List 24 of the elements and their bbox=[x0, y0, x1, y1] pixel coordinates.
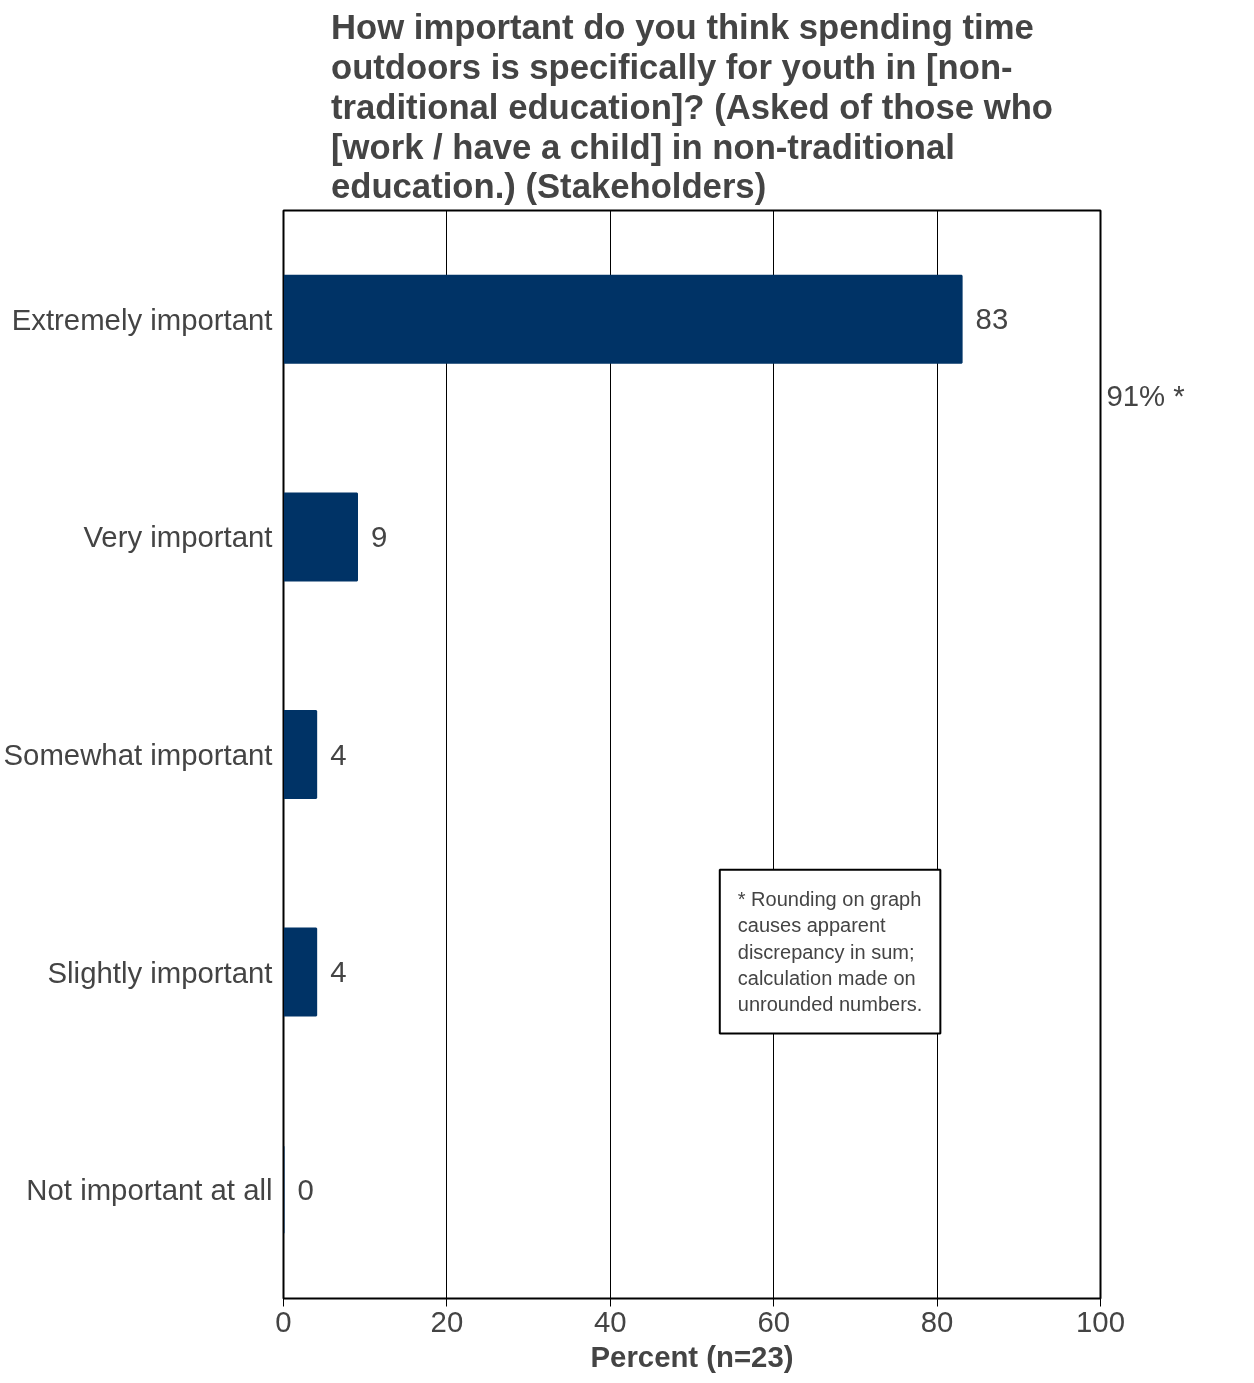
bar bbox=[283, 709, 318, 800]
text: 91% * bbox=[1106, 378, 1185, 412]
bar bbox=[283, 274, 963, 364]
chart-title: How important do you think spending time outdoors is specifically for youth in [non-traditional education]? (Asked of those who [work / have a child] in non-traditional education.) (Stakeholders) bbox=[330, 7, 1054, 206]
y-tick-label: Somewhat important bbox=[3, 738, 273, 771]
x-tick-label: 80 bbox=[920, 1304, 954, 1338]
y-tick-label: Extremely important bbox=[11, 302, 273, 336]
bar bbox=[283, 927, 318, 1017]
y-tick-label: Slightly important bbox=[47, 955, 273, 989]
x-tick-label: 20 bbox=[430, 1304, 464, 1338]
bar bbox=[283, 492, 359, 582]
x-tick-label: 40 bbox=[593, 1304, 627, 1338]
x-axis-title: Percent (n=23) bbox=[590, 1339, 794, 1373]
y-tick-label: Not important at all bbox=[26, 1173, 273, 1207]
data-label: 4 bbox=[330, 737, 347, 771]
x-tick-label: 100 bbox=[1076, 1304, 1125, 1338]
data-label: 4 bbox=[330, 955, 347, 989]
x-tick-label: 0 bbox=[275, 1304, 292, 1338]
data-label: 83 bbox=[975, 302, 1009, 336]
annotation: * Rounding on graph causes apparent discrepancy in sum; calculation made on unrounded numbers. bbox=[737, 887, 923, 1016]
data-label: 9 bbox=[371, 519, 388, 553]
y-tick-label: Very important bbox=[83, 520, 273, 554]
data-label: 0 bbox=[297, 1172, 314, 1206]
x-tick-label: 60 bbox=[757, 1304, 791, 1338]
